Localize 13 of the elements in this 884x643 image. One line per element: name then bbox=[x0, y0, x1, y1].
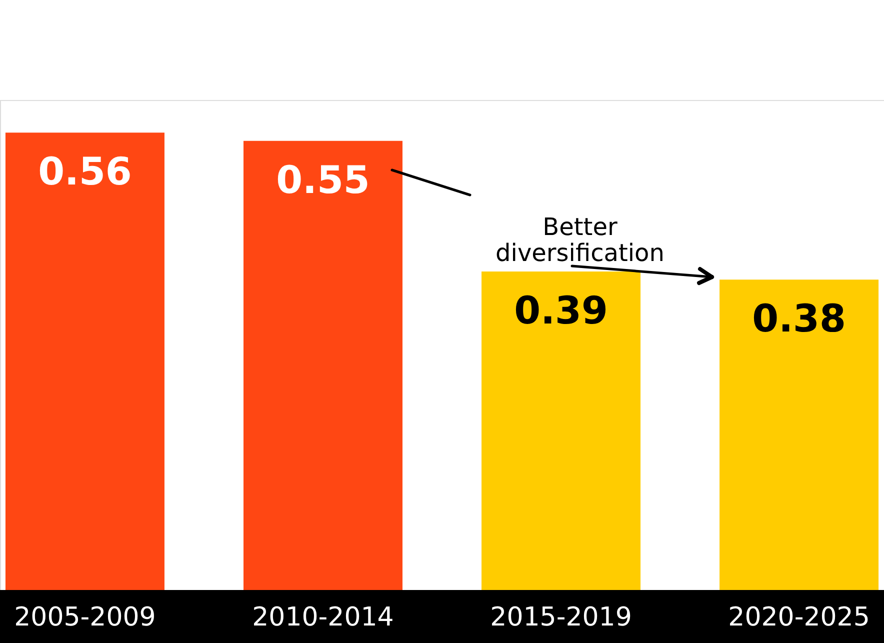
annotation: Better diversification bbox=[496, 213, 664, 267]
data-label: 0.55 bbox=[276, 158, 370, 202]
bar bbox=[482, 272, 641, 590]
bar bbox=[5, 132, 164, 590]
data-label: 0.38 bbox=[752, 296, 846, 341]
data-label: 0.39 bbox=[514, 288, 608, 332]
x-tick-label: 2010-2014 bbox=[252, 602, 394, 632]
bar bbox=[243, 140, 402, 590]
x-tick-label: 2015-2019 bbox=[490, 602, 632, 632]
bar bbox=[720, 280, 879, 590]
x-tick-label: 2020-2025 bbox=[728, 602, 870, 632]
data-label: 0.56 bbox=[38, 150, 132, 194]
x-tick-label: 2005-2009 bbox=[14, 602, 156, 632]
